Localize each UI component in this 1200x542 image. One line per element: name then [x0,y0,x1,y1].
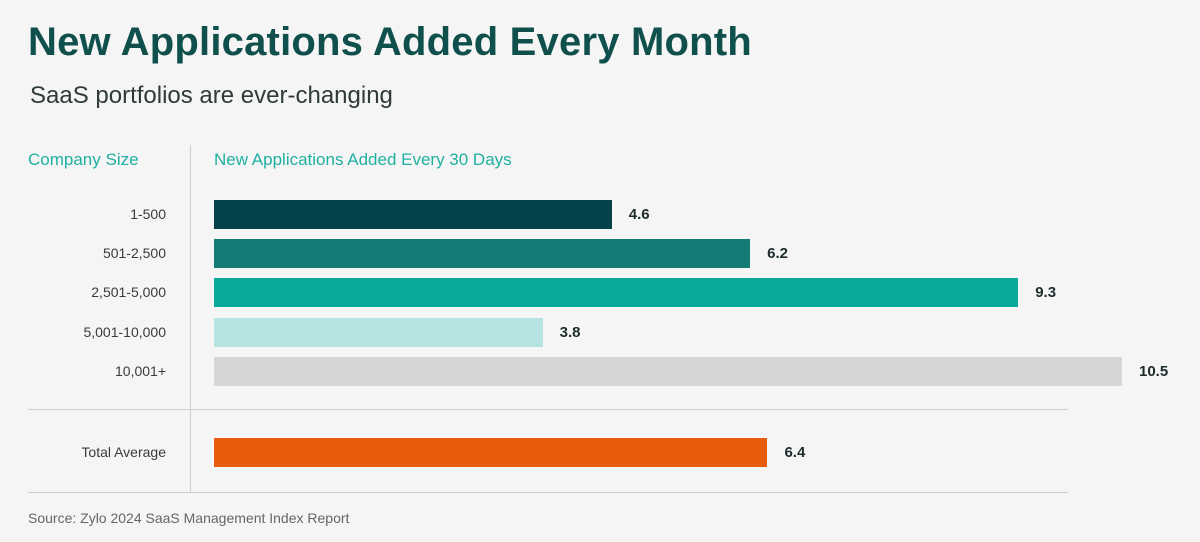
category-column-header: Company Size [28,150,139,169]
source-note: Source: Zylo 2024 SaaS Management Index … [28,510,350,526]
value-label: 3.8 [559,323,581,341]
value-label: 10.5 [1139,362,1169,380]
bar [214,200,612,229]
bar [214,278,1019,308]
total-value-label: 6.4 [784,444,806,461]
total-category-label: Total Average [81,444,166,460]
chart-title: New Applications Added Every Month [28,20,752,64]
value-label: 9.3 [1035,284,1057,302]
bar [214,356,1122,386]
value-label: 4.6 [628,206,650,223]
chart-subtitle: SaaS portfolios are ever-changing [30,82,393,109]
value-label: 6.2 [767,245,788,263]
total-average-bar [214,438,768,467]
category-label: 1-500 [130,206,166,222]
total-divider [28,409,1068,410]
value-column-header: New Applications Added Every 30 Days [214,150,512,169]
category-label: 501-2,500 [102,245,166,262]
bar [214,239,751,269]
category-label: 2,501-5,000 [91,284,166,301]
bottom-divider [28,492,1068,493]
bar [214,317,543,347]
category-label: 5,001-10,000 [83,323,166,340]
category-label: 10,001+ [115,362,166,379]
vertical-divider [190,145,191,493]
